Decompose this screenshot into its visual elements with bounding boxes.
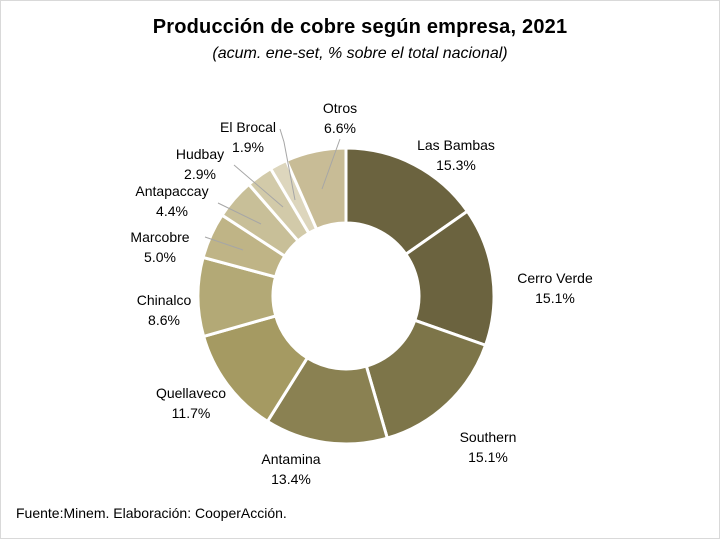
- slice-las-bambas: [344, 146, 470, 257]
- slice-name-el-brocal: El Brocal: [220, 119, 276, 135]
- slice-southern: [364, 318, 488, 440]
- slice-name-otros: Otros: [323, 100, 357, 116]
- slice-name-southern: Southern: [460, 429, 517, 445]
- slice-value-cerro-verde: 15.1%: [535, 290, 575, 306]
- slice-value-marcobre: 5.0%: [144, 249, 176, 265]
- slice-name-antamina: Antamina: [261, 451, 320, 467]
- slice-name-las-bambas: Las Bambas: [417, 137, 495, 153]
- slice-value-antapaccay: 4.4%: [156, 203, 188, 219]
- slice-value-hudbay: 2.9%: [184, 166, 216, 182]
- chart-title: Producción de cobre según empresa, 2021: [152, 16, 568, 38]
- slice-name-chinalco: Chinalco: [137, 292, 192, 308]
- leader-line-el-brocal: [279, 128, 296, 201]
- slice-value-chinalco: 8.6%: [148, 312, 180, 328]
- slice-name-antapaccay: Antapaccay: [135, 183, 208, 199]
- slice-value-antamina: 13.4%: [271, 471, 311, 487]
- slice-otros: [284, 146, 348, 232]
- slice-name-quellaveco: Quellaveco: [156, 385, 226, 401]
- leader-line-otros: [321, 138, 341, 190]
- chart-subtitle: (acum. ene-set, % sobre el total naciona…: [212, 45, 508, 62]
- slice-value-las-bambas: 15.3%: [436, 157, 476, 173]
- slice-name-hudbay: Hudbay: [176, 146, 224, 162]
- leader-line-hudbay: [233, 164, 284, 208]
- slice-value-otros: 6.6%: [324, 120, 356, 136]
- chart-source: Fuente:Minem. Elaboración: CooperAcción.: [16, 505, 287, 521]
- leader-line-marcobre: [204, 236, 244, 251]
- slice-name-marcobre: Marcobre: [130, 229, 189, 245]
- leader-line-antapaccay: [217, 202, 262, 225]
- slice-value-quellaveco: 11.7%: [172, 405, 211, 421]
- slice-value-el-brocal: 1.9%: [232, 139, 264, 155]
- slice-value-southern: 15.1%: [468, 449, 508, 465]
- slice-name-cerro-verde: Cerro Verde: [517, 270, 593, 286]
